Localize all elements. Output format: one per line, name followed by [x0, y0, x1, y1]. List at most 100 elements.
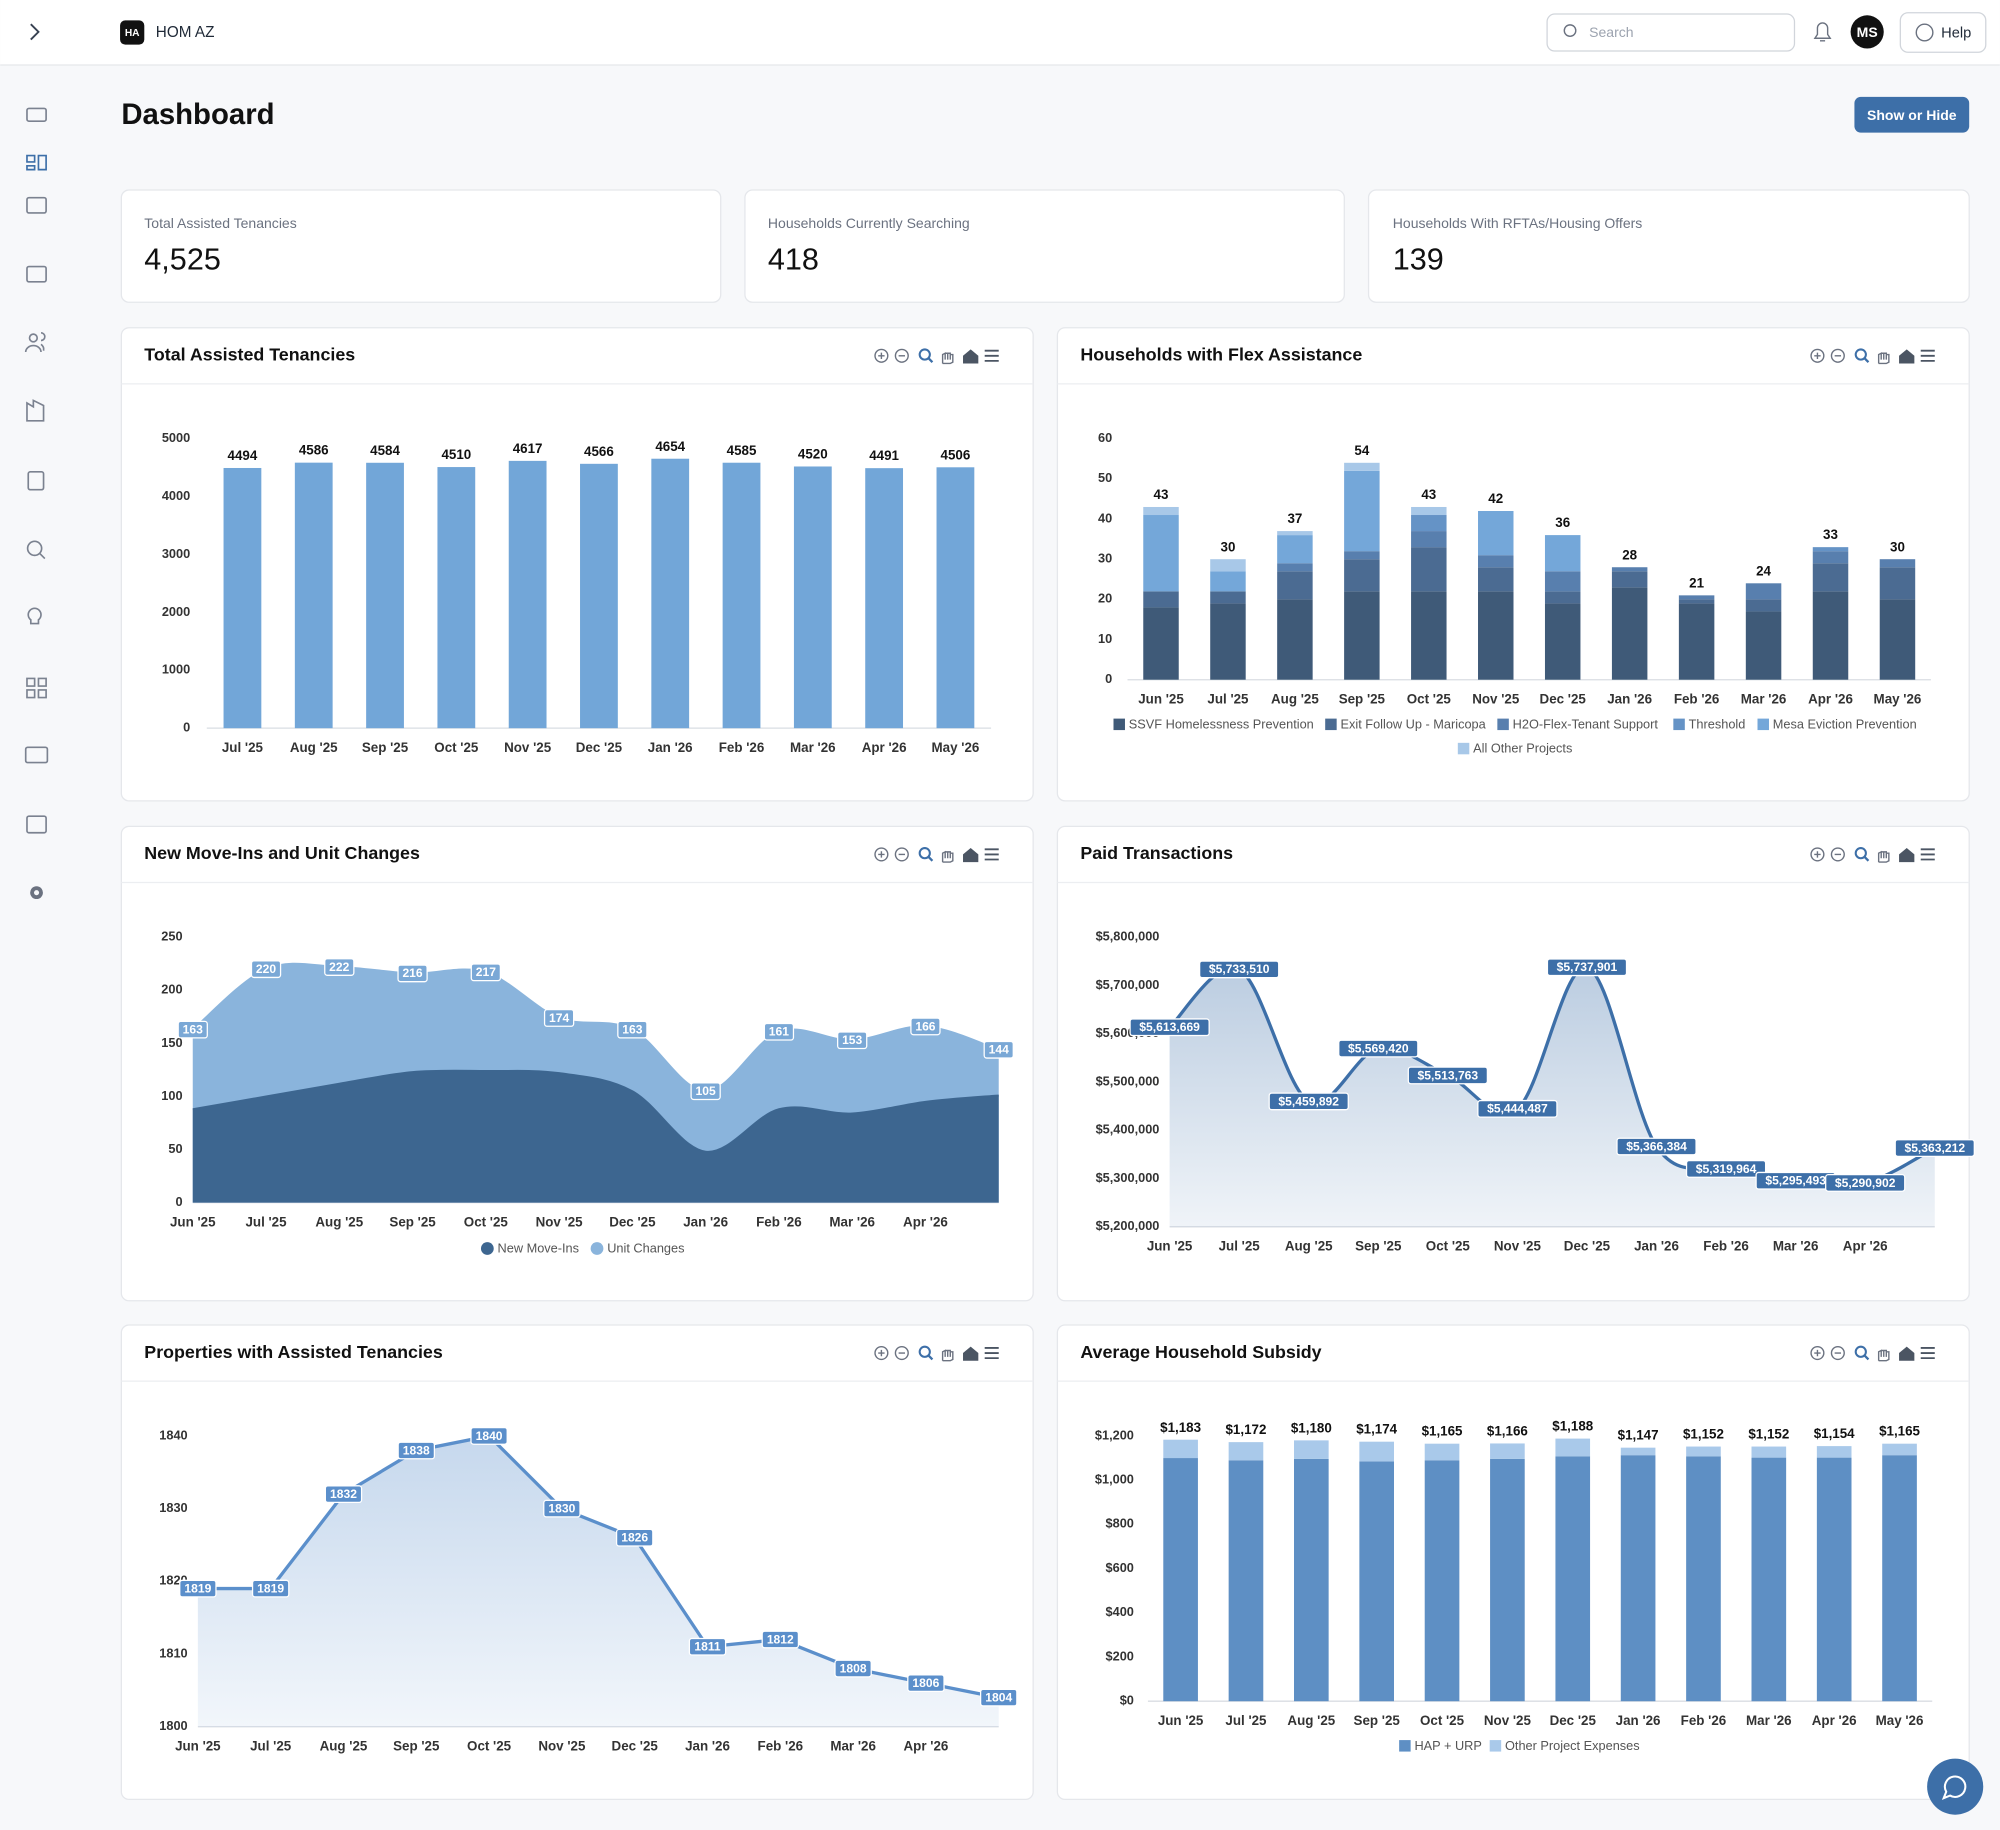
nav-icon[interactable] — [28, 333, 39, 343]
avatar[interactable] — [1850, 15, 1884, 49]
data-label: 4654 — [655, 439, 685, 454]
bar-segment — [1478, 510, 1514, 556]
y-tick-label: 5000 — [162, 430, 190, 445]
bar-segment — [1678, 595, 1715, 600]
show-hide-button[interactable] — [1854, 96, 1970, 133]
nav-icon[interactable] — [26, 677, 47, 699]
bar-segment — [1544, 571, 1581, 592]
show-hide-label: Show or Hide — [1867, 107, 1957, 123]
data-label-box — [1825, 1174, 1906, 1192]
nav-icon[interactable] — [26, 815, 47, 834]
y-tick-label: $200 — [1106, 1648, 1134, 1663]
y-tick-label: $5,700,000 — [1096, 977, 1160, 992]
x-tick-label: Sep '25 — [1355, 1239, 1402, 1254]
data-label: 105 — [696, 1084, 716, 1098]
legend-swatch — [1399, 1740, 1411, 1752]
bar-segment — [1812, 551, 1849, 564]
bar — [793, 466, 832, 729]
legend-label: HAP + URP — [1414, 1738, 1481, 1753]
y-tick-label: 60 — [1098, 430, 1112, 445]
x-tick-label: Nov '25 — [1484, 1713, 1532, 1728]
nav-icon[interactable] — [26, 540, 43, 557]
x-tick-label: Dec '25 — [1564, 1239, 1611, 1254]
data-label: 1811 — [694, 1640, 721, 1654]
total-label: $1,154 — [1814, 1426, 1855, 1441]
data-label-box — [910, 1017, 941, 1036]
bar — [294, 462, 333, 729]
total-label: $1,172 — [1226, 1422, 1267, 1437]
bar-segment — [1143, 515, 1179, 592]
nav-icon[interactable] — [24, 746, 49, 764]
area-fill — [197, 1435, 999, 1727]
kpi-value: 418 — [768, 243, 819, 277]
total-label: $1,152 — [1748, 1427, 1789, 1442]
bar-segment — [1163, 1439, 1198, 1459]
x-tick-label: May '26 — [1876, 1713, 1924, 1728]
nav-icon[interactable] — [27, 607, 42, 625]
x-tick-label: Nov '25 — [1494, 1239, 1542, 1254]
x-tick-label: Aug '25 — [320, 1739, 368, 1754]
data-label-box — [834, 1659, 872, 1678]
total-label: 54 — [1354, 443, 1369, 458]
nav-icon[interactable] — [26, 196, 47, 214]
total-label: 42 — [1488, 491, 1503, 506]
data-label: 216 — [402, 966, 422, 980]
x-tick-label: Jul '25 — [1219, 1239, 1261, 1254]
x-tick-label: Aug '25 — [1271, 692, 1319, 707]
x-tick-label: Oct '25 — [434, 740, 479, 755]
data-label-box — [1685, 1159, 1767, 1178]
bar-segment — [1812, 547, 1849, 552]
bar-segment — [1751, 1457, 1787, 1702]
legend-swatch — [1457, 742, 1470, 755]
nav-icon[interactable] — [26, 154, 47, 171]
search-box[interactable] — [1546, 13, 1796, 52]
total-label: 28 — [1622, 547, 1637, 562]
x-tick-label: May '26 — [1874, 692, 1922, 707]
bar-segment — [1143, 591, 1179, 608]
data-label: $5,290,902 — [1835, 1176, 1896, 1190]
bar-segment — [1277, 531, 1313, 536]
y-tick-label: $0 — [1120, 1693, 1134, 1708]
x-tick-label: Apr '26 — [1808, 692, 1853, 707]
nav-icon[interactable] — [26, 399, 45, 422]
total-label: 30 — [1890, 539, 1905, 554]
logo-text: HA — [125, 28, 140, 39]
x-tick-label: Apr '26 — [904, 1739, 949, 1754]
help-button[interactable] — [1899, 12, 1987, 53]
chat-button[interactable] — [1927, 1758, 1984, 1815]
nav-icon[interactable] — [24, 332, 46, 353]
nav-icon[interactable] — [26, 265, 47, 283]
total-label: 43 — [1154, 487, 1169, 502]
chart-title: Total Assisted Tenancies — [144, 345, 355, 365]
legend-swatch — [480, 1242, 494, 1255]
y-tick-label: 200 — [161, 982, 182, 997]
kpi-value: 139 — [1393, 243, 1444, 277]
x-tick-label: Mar '26 — [829, 1215, 875, 1230]
bar — [936, 467, 975, 729]
y-tick-label: 0 — [1105, 671, 1112, 686]
data-label: 1840 — [476, 1429, 503, 1443]
y-tick-label: 1800 — [159, 1718, 187, 1733]
bar-segment — [1478, 555, 1514, 568]
data-label-box — [615, 1528, 654, 1547]
bell[interactable] — [1813, 22, 1832, 42]
x-tick-label: Jan '26 — [1634, 1239, 1679, 1254]
nav-icon[interactable] — [27, 471, 45, 491]
x-tick-label: Jul '25 — [1207, 692, 1249, 707]
data-label: 1838 — [403, 1443, 430, 1457]
data-label: 1826 — [621, 1531, 648, 1545]
data-label-box — [617, 1020, 648, 1039]
chart-title: Households with Flex Assistance — [1080, 345, 1362, 365]
chat-icon — [1941, 1775, 1967, 1800]
logo — [120, 20, 145, 45]
data-label: 4506 — [941, 447, 971, 462]
data-label-box — [763, 1022, 795, 1041]
area-fill — [1169, 967, 1935, 1227]
data-label: 4585 — [727, 443, 757, 458]
y-tick-label: $1,000 — [1095, 1472, 1134, 1487]
expand-icon[interactable] — [30, 23, 40, 41]
nav-icon[interactable] — [26, 107, 47, 122]
bar-segment — [1424, 1443, 1460, 1461]
bar-segment — [1882, 1443, 1917, 1456]
